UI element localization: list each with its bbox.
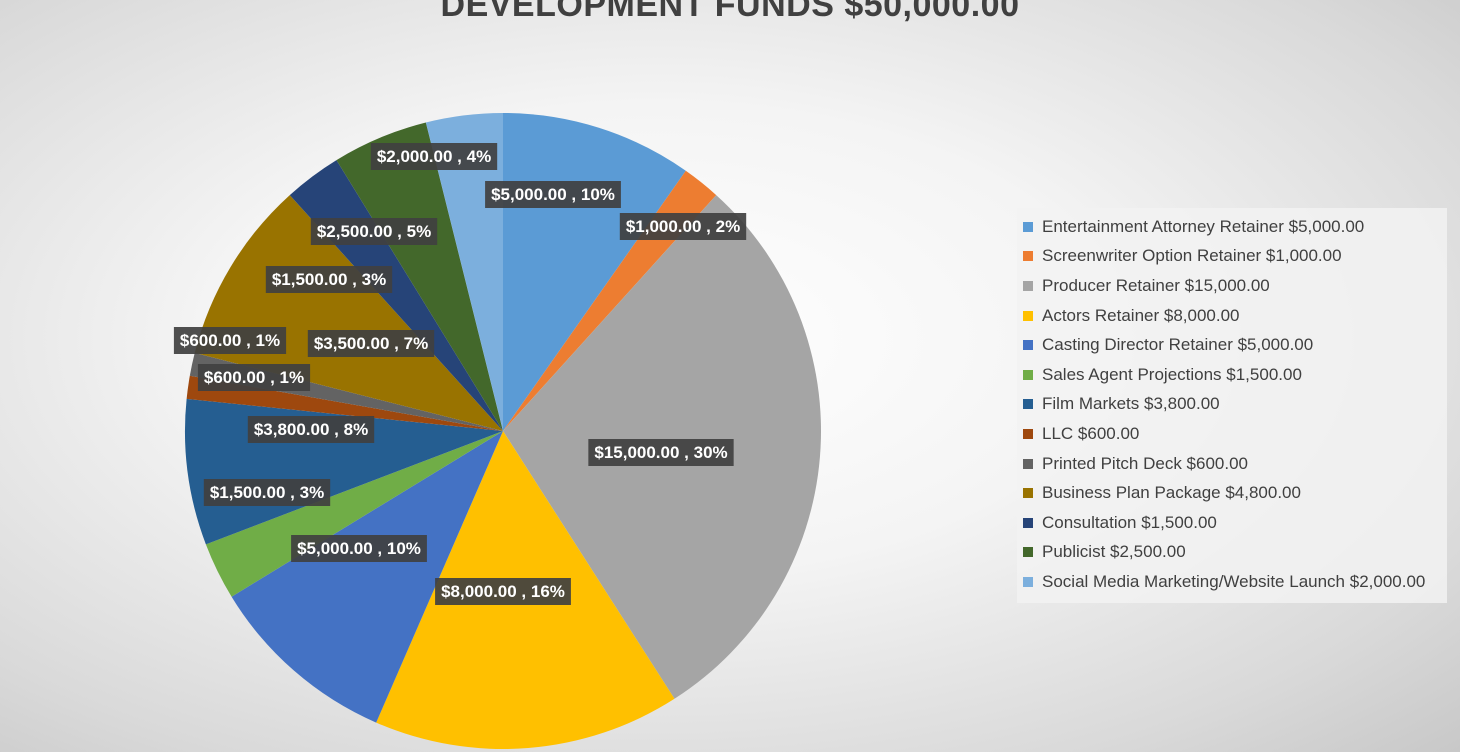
legend-item: Publicist $2,500.00 (1023, 538, 1447, 568)
legend-swatch (1023, 576, 1033, 587)
legend-label: Entertainment Attorney Retainer $5,000.0… (1042, 216, 1365, 236)
pie-slice (425, 113, 503, 431)
pie-slice (231, 431, 503, 723)
legend-label: Film Markets $3,800.00 (1042, 394, 1220, 414)
pie-slice (205, 431, 503, 597)
legend-item: Film Markets $3,800.00 (1023, 390, 1447, 420)
legend-item: Producer Retainer $15,000.00 (1023, 271, 1447, 301)
legend-label: LLC $600.00 (1042, 423, 1140, 443)
legend-swatch (1023, 458, 1033, 469)
svg-text:$3,800.00 , 8%: $3,800.00 , 8% (254, 420, 368, 439)
svg-text:$2,500.00 , 5%: $2,500.00 , 5% (317, 222, 431, 241)
data-label: $5,000.00 , 10% (485, 181, 621, 208)
legend-item: Screenwriter Option Retainer $1,000.00 (1023, 242, 1447, 272)
legend-item: Entertainment Attorney Retainer $5,000.0… (1023, 212, 1447, 242)
legend-item: Business Plan Package $4,800.00 (1023, 478, 1447, 508)
svg-text:$1,500.00 , 3%: $1,500.00 , 3% (272, 270, 386, 289)
legend-label: Printed Pitch Deck $600.00 (1042, 453, 1249, 473)
legend-label: Business Plan Package $4,800.00 (1042, 483, 1301, 503)
svg-text:$5,000.00 , 10%: $5,000.00 , 10% (297, 539, 421, 558)
legend-item: LLC $600.00 (1023, 419, 1447, 449)
data-label: $5,000.00 , 10% (291, 535, 427, 562)
svg-text:$600.00 , 1%: $600.00 , 1% (204, 368, 304, 387)
data-label: $3,500.00 , 7% (307, 330, 435, 357)
legend-swatch (1023, 488, 1033, 499)
chart-legend: Entertainment Attorney Retainer $5,000.0… (1017, 208, 1447, 603)
data-label: $1,500.00 , 3% (265, 266, 393, 293)
svg-text:$2,000.00 , 4%: $2,000.00 , 4% (377, 147, 491, 166)
legend-label: Sales Agent Projections $1,500.00 (1042, 364, 1302, 384)
legend-swatch (1023, 310, 1033, 321)
legend-label: Screenwriter Option Retainer $1,000.00 (1042, 246, 1342, 266)
data-label: $8,000.00 , 16% (435, 578, 571, 605)
legend-swatch (1023, 517, 1033, 528)
legend-label: Social Media Marketing/Website Launch $2… (1042, 571, 1426, 591)
legend-item: Casting Director Retainer $5,000.00 (1023, 330, 1447, 360)
chart-title: DEVELOPMENT FUNDS $50,000.00 (440, 0, 1020, 24)
legend-swatch (1023, 399, 1033, 410)
legend-item: Printed Pitch Deck $600.00 (1023, 449, 1447, 479)
legend-swatch (1023, 221, 1033, 232)
data-label: $15,000.00 , 30% (588, 439, 734, 466)
legend-label: Consultation $1,500.00 (1042, 512, 1217, 532)
svg-text:$8,000.00 , 16%: $8,000.00 , 16% (441, 582, 565, 601)
data-label: $3,800.00 , 8% (247, 416, 375, 443)
legend-swatch (1023, 251, 1033, 262)
data-label: $600.00 , 1% (173, 327, 287, 354)
legend-label: Publicist $2,500.00 (1042, 542, 1186, 562)
legend-swatch (1023, 369, 1033, 380)
legend-swatch (1023, 428, 1033, 439)
svg-text:$1,000.00 , 2%: $1,000.00 , 2% (626, 217, 740, 236)
legend-label: Actors Retainer $8,000.00 (1042, 305, 1240, 325)
legend-item: Actors Retainer $8,000.00 (1023, 301, 1447, 331)
legend-swatch (1023, 547, 1033, 558)
legend-label: Producer Retainer $15,000.00 (1042, 275, 1270, 295)
svg-text:$15,000.00 , 30%: $15,000.00 , 30% (594, 443, 727, 462)
legend-swatch (1023, 340, 1033, 351)
legend-label: Casting Director Retainer $5,000.00 (1042, 335, 1314, 355)
legend-swatch (1023, 280, 1033, 291)
data-label: $2,500.00 , 5% (310, 218, 438, 245)
svg-text:$3,500.00 , 7%: $3,500.00 , 7% (314, 334, 428, 353)
data-label: $1,000.00 , 2% (619, 213, 747, 240)
svg-text:$5,000.00 , 10%: $5,000.00 , 10% (491, 185, 615, 204)
data-label: $1,500.00 , 3% (203, 479, 331, 506)
pie-slice (336, 122, 503, 431)
legend-item: Consultation $1,500.00 (1023, 508, 1447, 538)
legend-item: Social Media Marketing/Website Launch $2… (1023, 567, 1447, 597)
legend-item: Sales Agent Projections $1,500.00 (1023, 360, 1447, 390)
svg-text:$600.00 , 1%: $600.00 , 1% (180, 331, 280, 350)
data-label: $600.00 , 1% (197, 364, 311, 391)
data-label: $2,000.00 , 4% (370, 143, 498, 170)
svg-text:$1,500.00 , 3%: $1,500.00 , 3% (210, 483, 324, 502)
